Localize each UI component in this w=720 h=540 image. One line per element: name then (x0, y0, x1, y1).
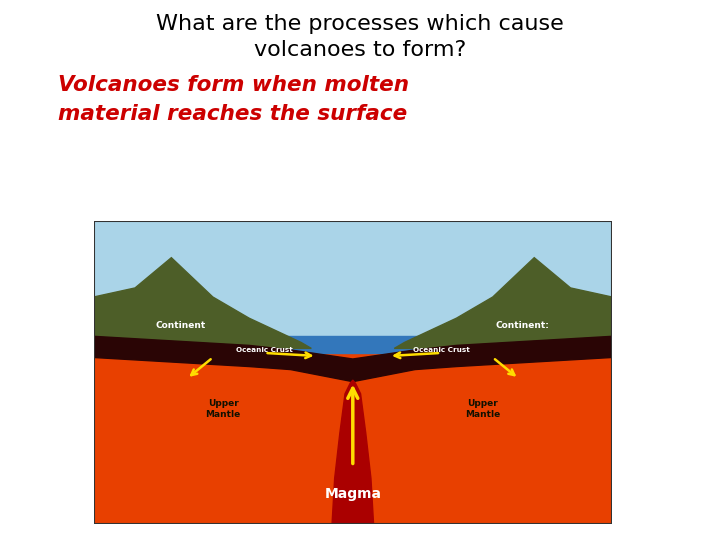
Polygon shape (332, 380, 374, 524)
Text: material reaches the surface: material reaches the surface (58, 104, 407, 124)
Bar (94, 221, 612, 348)
Text: Oceanic Crust: Oceanic Crust (236, 347, 293, 353)
Text: Continent:: Continent: (496, 321, 550, 330)
Polygon shape (395, 221, 612, 348)
Text: What are the processes which cause: What are the processes which cause (156, 14, 564, 33)
Text: volcanoes to form?: volcanoes to form? (254, 40, 466, 60)
Text: Continent: Continent (156, 321, 206, 330)
Text: Upper
Mantle: Upper Mantle (465, 399, 500, 418)
Polygon shape (94, 221, 311, 348)
Text: Oceanic Crust: Oceanic Crust (413, 347, 469, 353)
Text: Volcanoes form when molten: Volcanoes form when molten (58, 75, 409, 94)
Text: Magma: Magma (324, 487, 382, 501)
Polygon shape (94, 336, 612, 382)
Bar (265, 336, 441, 353)
Text: Upper
Mantle: Upper Mantle (206, 399, 240, 418)
